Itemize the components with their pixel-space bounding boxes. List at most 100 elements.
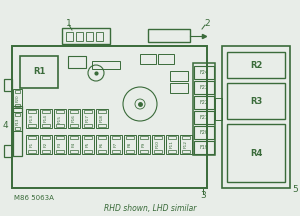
Text: R4: R4 bbox=[250, 149, 262, 157]
Bar bbox=[84, 136, 92, 139]
Bar bbox=[26, 135, 38, 154]
Bar bbox=[70, 110, 78, 113]
Bar bbox=[13, 106, 22, 156]
Bar bbox=[170, 83, 188, 93]
Bar bbox=[170, 71, 188, 81]
Text: F19: F19 bbox=[200, 145, 208, 150]
Bar bbox=[215, 98, 222, 120]
Bar bbox=[96, 109, 108, 128]
Bar bbox=[194, 141, 214, 154]
Bar bbox=[54, 135, 66, 154]
Bar bbox=[194, 66, 214, 79]
Bar bbox=[68, 109, 80, 128]
Bar bbox=[92, 61, 120, 69]
Bar bbox=[168, 136, 176, 139]
Bar bbox=[140, 136, 148, 139]
Bar bbox=[42, 110, 50, 113]
Bar bbox=[54, 109, 66, 128]
Text: F5: F5 bbox=[86, 142, 90, 147]
Text: F12: F12 bbox=[184, 140, 188, 149]
Bar bbox=[13, 112, 22, 131]
Bar bbox=[70, 124, 78, 127]
Bar bbox=[82, 135, 94, 154]
Text: F20: F20 bbox=[16, 95, 20, 102]
Text: F24: F24 bbox=[200, 70, 208, 75]
Bar bbox=[84, 110, 92, 113]
Bar bbox=[112, 150, 120, 153]
Bar bbox=[194, 111, 214, 124]
Bar bbox=[124, 135, 136, 154]
Bar bbox=[68, 56, 86, 68]
Bar bbox=[28, 124, 36, 127]
Bar bbox=[40, 109, 52, 128]
Bar bbox=[15, 127, 20, 130]
Bar bbox=[110, 135, 122, 154]
Bar bbox=[13, 89, 22, 108]
Bar bbox=[182, 136, 190, 139]
Bar bbox=[84, 150, 92, 153]
Bar bbox=[193, 63, 215, 155]
Text: F10: F10 bbox=[156, 140, 160, 149]
Bar bbox=[66, 32, 73, 41]
Bar bbox=[12, 46, 207, 188]
Text: F14: F14 bbox=[44, 114, 48, 122]
Bar bbox=[42, 136, 50, 139]
Text: F15: F15 bbox=[58, 114, 62, 122]
Bar bbox=[96, 135, 108, 154]
Bar bbox=[86, 32, 93, 41]
Bar bbox=[194, 126, 214, 139]
Text: F6: F6 bbox=[100, 142, 104, 147]
Bar bbox=[126, 136, 134, 139]
Bar bbox=[84, 124, 92, 127]
Bar bbox=[98, 150, 106, 153]
Text: 3: 3 bbox=[200, 192, 206, 200]
Text: F4: F4 bbox=[72, 142, 76, 147]
Bar bbox=[20, 56, 58, 88]
Text: F7: F7 bbox=[114, 142, 118, 147]
Bar bbox=[15, 90, 20, 93]
Text: 1: 1 bbox=[66, 19, 72, 27]
Text: F22: F22 bbox=[200, 100, 208, 105]
Text: R2: R2 bbox=[250, 60, 262, 70]
Text: F18: F18 bbox=[100, 114, 104, 122]
Bar bbox=[40, 135, 52, 154]
Text: M86 5063A: M86 5063A bbox=[14, 195, 54, 201]
Bar bbox=[26, 109, 38, 128]
Bar bbox=[15, 113, 20, 116]
Bar bbox=[28, 136, 36, 139]
Bar bbox=[227, 83, 285, 119]
Bar bbox=[166, 135, 178, 154]
Bar bbox=[56, 124, 64, 127]
Bar bbox=[56, 110, 64, 113]
Text: F21: F21 bbox=[200, 115, 208, 120]
Text: F13: F13 bbox=[16, 118, 20, 125]
Text: F1: F1 bbox=[30, 142, 34, 147]
Bar bbox=[56, 136, 64, 139]
Bar bbox=[152, 135, 164, 154]
Bar bbox=[76, 32, 83, 41]
Bar bbox=[4, 79, 12, 91]
Bar bbox=[112, 136, 120, 139]
Text: RHD shown, LHD similar: RHD shown, LHD similar bbox=[104, 203, 196, 213]
Bar bbox=[227, 52, 285, 78]
Bar bbox=[15, 104, 20, 107]
Bar bbox=[194, 81, 214, 94]
Bar bbox=[62, 28, 110, 44]
Bar bbox=[68, 135, 80, 154]
Text: F16: F16 bbox=[72, 114, 76, 122]
Bar bbox=[28, 150, 36, 153]
Bar bbox=[82, 109, 94, 128]
Bar bbox=[70, 136, 78, 139]
Bar bbox=[28, 110, 36, 113]
Bar bbox=[154, 136, 162, 139]
Text: F2: F2 bbox=[44, 142, 48, 147]
Bar bbox=[154, 150, 162, 153]
Bar bbox=[168, 150, 176, 153]
Text: F23: F23 bbox=[200, 85, 208, 90]
Text: 4: 4 bbox=[2, 121, 8, 130]
Bar bbox=[126, 150, 134, 153]
Bar bbox=[140, 150, 148, 153]
Text: F11: F11 bbox=[170, 140, 174, 149]
Text: F20: F20 bbox=[200, 130, 208, 135]
Bar bbox=[158, 54, 174, 64]
